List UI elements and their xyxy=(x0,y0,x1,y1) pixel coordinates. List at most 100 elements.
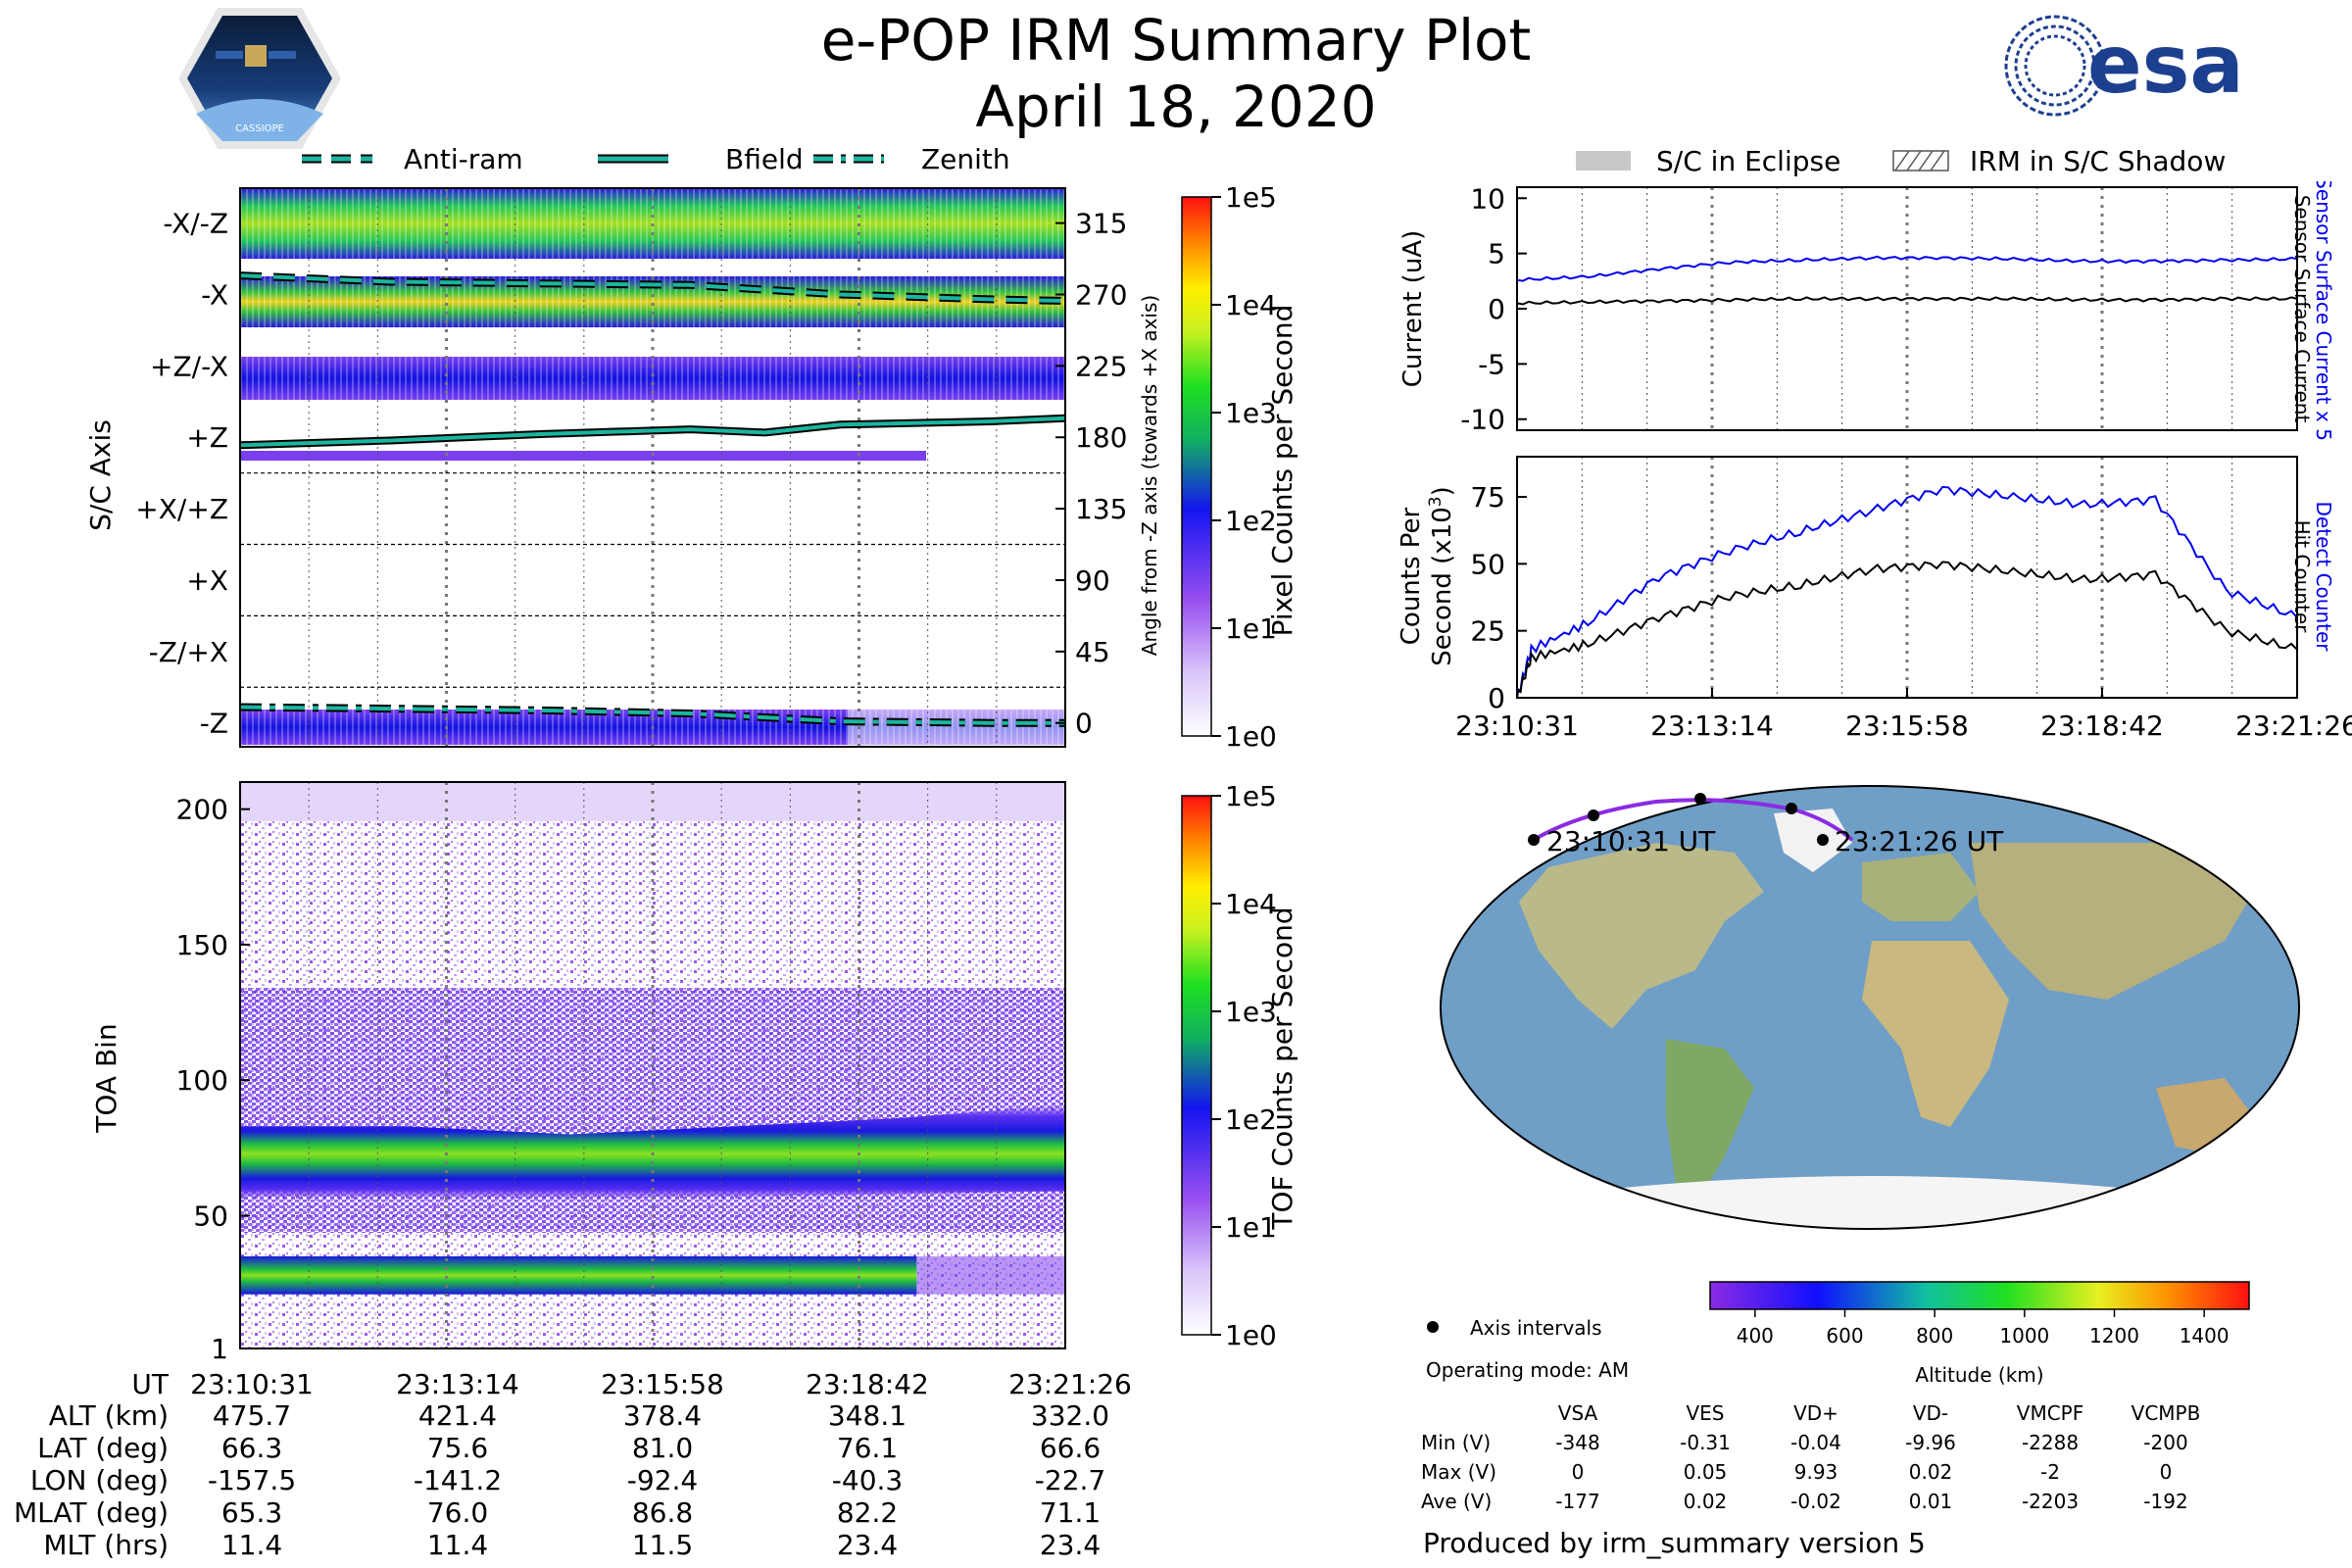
ground-track-end-label: 23:21:26 UT xyxy=(1835,825,2004,858)
ephemeris-cell: -141.2 xyxy=(413,1464,503,1496)
pixel-cbar-ticklabel: 1e3 xyxy=(1225,397,1277,429)
ground-track-points xyxy=(1528,793,1829,846)
pixel-counts-ylabel-right: Angle from -Z axis (towards +X axis) xyxy=(1138,295,1161,656)
ephemeris-cell: 11.4 xyxy=(220,1529,283,1561)
ephemeris-row-label: ALT (km) xyxy=(48,1399,169,1432)
legend-top-left: Anti-ram Bfield Zenith xyxy=(302,143,1010,175)
current-yticks: 10 5 0 -5 -10 xyxy=(1460,182,1527,436)
pixel-series-bfield xyxy=(239,416,1066,448)
axis-intervals-marker xyxy=(1427,1321,1439,1333)
voltage-row-label: Ave (V) xyxy=(1421,1490,1493,1513)
ephemeris-cell: 332.0 xyxy=(1030,1399,1110,1432)
current-panel: 10 5 0 -5 -10 Current (uA) Sensor Surface Cu… xyxy=(1398,181,2335,441)
ground-track-point xyxy=(1528,834,1540,846)
ground-track-point xyxy=(1694,793,1706,805)
voltage-row-label: Min (V) xyxy=(1421,1431,1492,1454)
series-hit-counter xyxy=(1516,561,2298,699)
ground-track-point xyxy=(1588,809,1599,821)
map-asia xyxy=(1970,843,2254,1000)
pixel-ytick-right: 90 xyxy=(1075,564,1110,597)
voltage-col-header: VSA xyxy=(1557,1401,1598,1425)
line-ytick-label: 75 xyxy=(1470,481,1505,514)
altitude-cbar-ticklabel: 1400 xyxy=(2180,1324,2230,1348)
ground-track-point xyxy=(1786,803,1797,814)
voltage-cell: -0.31 xyxy=(1680,1431,1731,1454)
tof-ytick-label: 200 xyxy=(176,794,228,826)
ephemeris-ut-value: 23:15:58 xyxy=(601,1368,724,1400)
counts-xtick-label: 23:10:31 xyxy=(1455,710,1579,742)
counts-xtick-label: 23:21:26 xyxy=(2235,710,2352,742)
ephemeris-cell: 86.8 xyxy=(631,1496,694,1529)
altitude-cbar-ticklabel: 400 xyxy=(1737,1324,1774,1348)
series-sensor-surface-current xyxy=(1516,296,2298,306)
pixel-ytick-right: 225 xyxy=(1075,350,1127,382)
voltage-cell: -0.04 xyxy=(1790,1431,1841,1454)
pixel-series-zenith xyxy=(239,705,1065,725)
esa-logo-text: esa xyxy=(2087,19,2244,112)
legend-zenith-label: Zenith xyxy=(921,143,1010,175)
altitude-colorbar-area: 400 600 800 1000 1200 1400 Altitude (km) Axis… xyxy=(1427,1281,2250,1387)
tof-ytick-label: 100 xyxy=(176,1064,228,1097)
pixel-ytick-left: -X xyxy=(201,278,228,311)
pixel-counts-ylabel: S/C Axis xyxy=(84,419,117,531)
ephemeris-cell: 11.5 xyxy=(631,1529,694,1561)
ephemeris-cell: 378.4 xyxy=(622,1399,703,1432)
tof-cbar-ticklabel: 1e5 xyxy=(1225,780,1277,812)
line-ytick-label: 0 xyxy=(1488,682,1505,714)
line-ytick-label: -10 xyxy=(1460,404,1505,436)
ephemeris-row-label: LON (deg) xyxy=(29,1464,169,1496)
counts-ylabel-line1: Counts Per xyxy=(1396,507,1426,645)
ephemeris-cell: 66.6 xyxy=(1039,1432,1102,1464)
pixel-cbar-ticklabel: 1e5 xyxy=(1225,181,1277,214)
counts-panel: 0 25 50 75 23:10:31 23:13:14 23:15:58 23:18:42… xyxy=(1396,456,2352,742)
current-right-label-blue: Sensor Surface Current x 5 xyxy=(2312,181,2335,441)
cassiope-logo-text: CASSIOPE xyxy=(235,123,284,134)
esa-logo-graphic: esa xyxy=(2004,15,2244,117)
pixel-cbar-ticklabel: 1e2 xyxy=(1225,505,1277,537)
operating-mode: Operating mode: AM xyxy=(1426,1358,1630,1382)
counts-ylabel-line2: Second (x103) xyxy=(1426,486,1457,666)
ephemeris-cell: -22.7 xyxy=(1034,1464,1106,1496)
pixel-counts-series xyxy=(239,271,1066,727)
pixel-ytick-left: +Z xyxy=(186,421,228,454)
ephemeris-cell: 348.1 xyxy=(827,1399,907,1432)
map-africa xyxy=(1862,941,2009,1127)
voltage-cell: -200 xyxy=(2143,1431,2188,1454)
line-ytick-label: 10 xyxy=(1470,182,1505,215)
current-right-label-black: Sensor Surface Current xyxy=(2290,195,2314,423)
ephemeris-row-label: MLT (hrs) xyxy=(43,1529,169,1561)
pixel-ytick-left: -X/-Z xyxy=(163,208,228,240)
tof-ytick-label: 1 xyxy=(211,1333,228,1362)
pixel-ytick-right: 135 xyxy=(1075,493,1127,525)
pixel-cbar-ticklabel: 1e0 xyxy=(1225,720,1277,753)
pixel-band-z xyxy=(240,451,926,461)
legend-eclipse-label: S/C in Eclipse xyxy=(1656,145,1840,177)
pixel-cbar-ticklabel: 1e1 xyxy=(1225,612,1277,645)
counts-ylabel-end: ) xyxy=(1428,486,1457,496)
ground-track-start-label: 23:10:31 UT xyxy=(1546,825,1716,858)
tof-cbar-ticklabel: 1e4 xyxy=(1225,888,1277,920)
altitude-cbar-ticklabel: 600 xyxy=(1826,1324,1863,1348)
ephemeris-cell: 75.6 xyxy=(426,1432,489,1464)
pixel-counts-colorbar-ticks: 1e0 1e1 1e2 1e3 1e4 1e5 xyxy=(1211,181,1277,753)
ephemeris-cell: 23.4 xyxy=(1039,1529,1102,1561)
pixel-ytick-left: +X/+Z xyxy=(135,493,228,525)
tof-band-lower-tail xyxy=(916,1255,1065,1295)
ephemeris-cell: 421.4 xyxy=(417,1399,498,1432)
legend-eclipse-swatch xyxy=(1576,151,1631,171)
pixel-counts-gridlines xyxy=(240,188,1065,747)
altitude-cbar-ticklabel: 1000 xyxy=(1999,1324,2049,1348)
ephemeris-cell: 82.2 xyxy=(836,1496,899,1529)
map-border xyxy=(1440,785,2300,1230)
line-ytick-label: 5 xyxy=(1488,238,1505,270)
legend-anti-ram-label: Anti-ram xyxy=(404,143,523,175)
series-sensor-surface-current-x-5 xyxy=(1516,255,2298,282)
pixel-counts-colorbar xyxy=(1181,196,1212,737)
ephemeris-cell: 11.4 xyxy=(426,1529,489,1561)
pixel-ytick-right: 0 xyxy=(1075,708,1093,740)
ephemeris-ut-value: 23:18:42 xyxy=(806,1368,929,1400)
current-plot-bg xyxy=(1517,187,2297,430)
counts-xtick-label: 23:18:42 xyxy=(2040,710,2164,742)
legend-shadow-label: IRM in S/C Shadow xyxy=(1970,145,2226,177)
pixel-ytick-left: -Z/+X xyxy=(149,636,228,668)
